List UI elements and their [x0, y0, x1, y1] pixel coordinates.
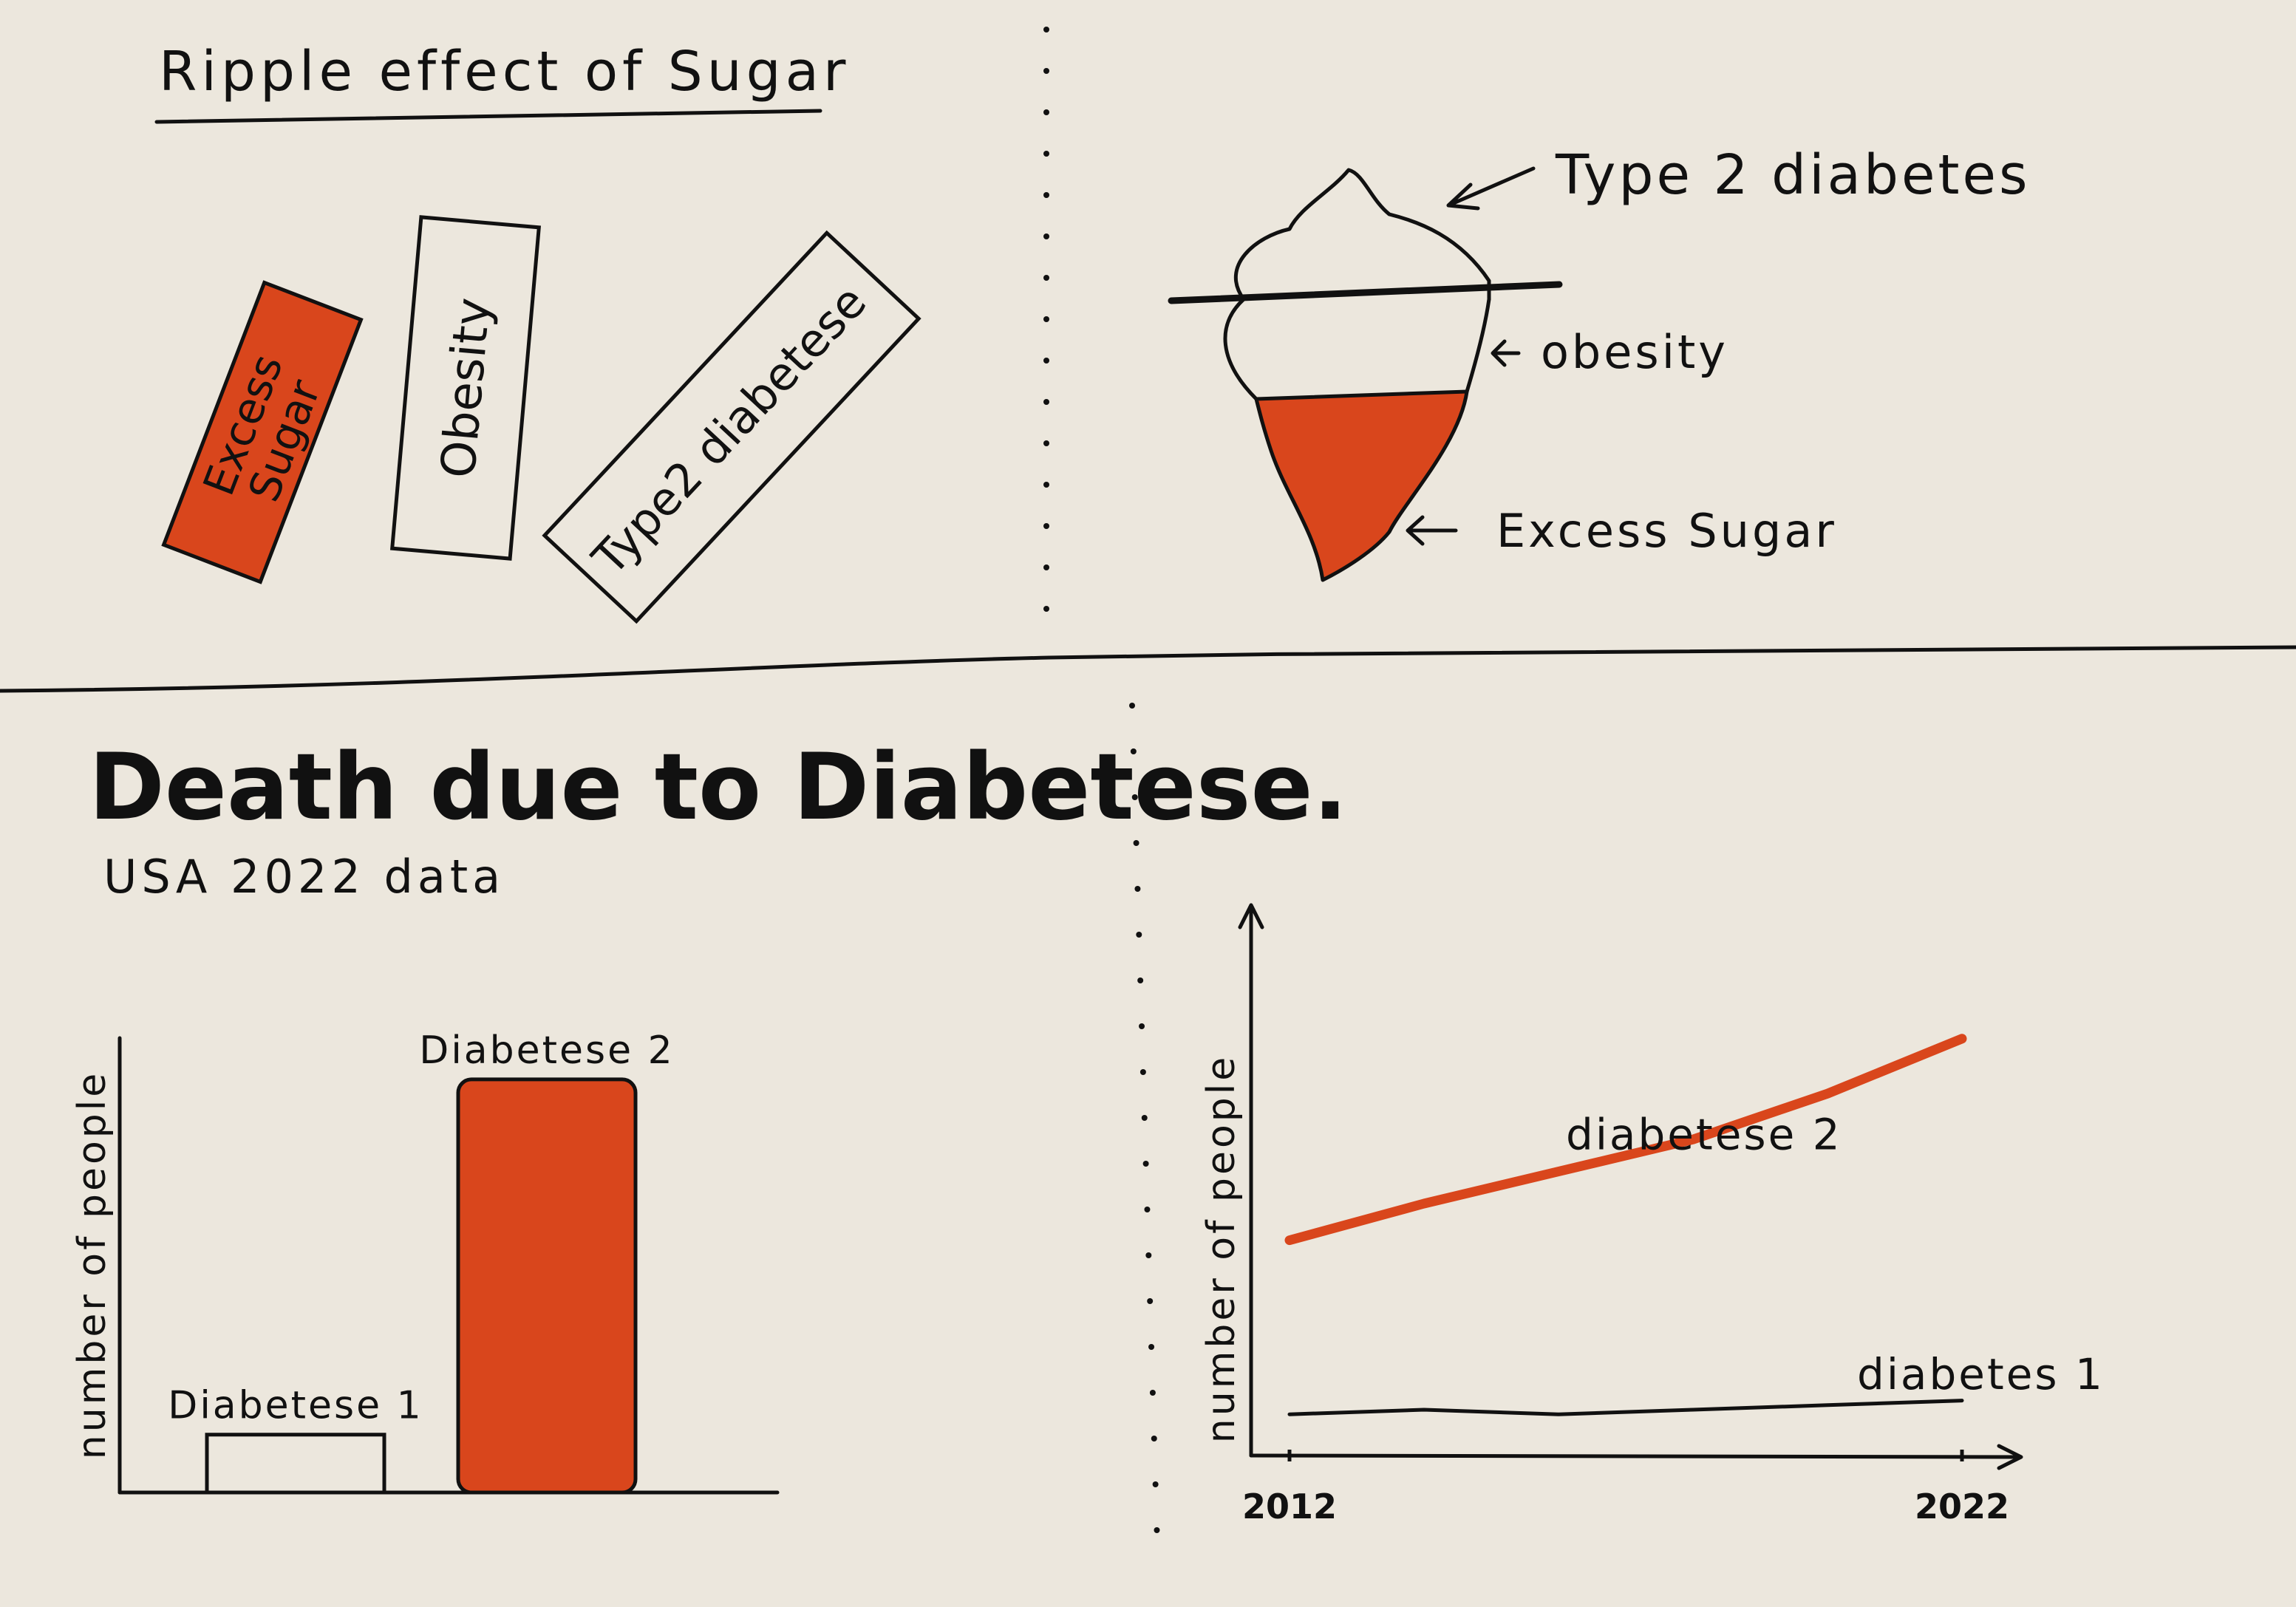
- divider-dot: [1136, 932, 1142, 938]
- divider-dot: [1043, 233, 1049, 239]
- bar-label: Diabetese 2: [419, 1028, 674, 1073]
- divider-dot: [1043, 109, 1049, 115]
- line-diabetes-1: [1287, 1399, 1964, 1416]
- divider-dot: [1154, 1527, 1160, 1533]
- type2-diabetese-label: Type2 diabetese: [582, 275, 877, 586]
- dotted-divider-bottom: [1129, 703, 1160, 1533]
- divider-dot: [1139, 1023, 1145, 1029]
- bar-diabetese-1: [205, 1433, 386, 1495]
- divider-dot: [1148, 1344, 1155, 1350]
- divider-dot: [1043, 192, 1049, 198]
- divider-dot: [1043, 440, 1049, 446]
- divider-dot: [1137, 977, 1144, 983]
- divider-dot: [1043, 151, 1049, 157]
- ripple-title-underline: [154, 109, 822, 124]
- divider-dot: [1151, 1436, 1157, 1441]
- arrow-to-obesity: [1491, 339, 1521, 367]
- ripple-title: Ripple effect of Sugar: [159, 40, 850, 103]
- obesity-label: Obesity: [431, 296, 501, 480]
- divider-dot: [1149, 1390, 1156, 1396]
- divider-dot: [1043, 606, 1049, 612]
- divider-dot: [1130, 748, 1137, 754]
- line-series-label: diabetese 2: [1566, 1110, 1842, 1160]
- water-line: [1168, 281, 1563, 304]
- divider-dot: [1043, 523, 1049, 529]
- divider-dot: [1141, 1115, 1148, 1121]
- divider-dot: [1043, 482, 1049, 488]
- line-chart-x-axis: [1249, 1444, 2023, 1470]
- divider-dot: [1043, 564, 1049, 570]
- divider-dot: [1043, 27, 1049, 33]
- excess-sugar-box: Excess Sugar: [161, 280, 364, 584]
- divider-dot: [1133, 840, 1140, 846]
- divider-dot: [1145, 1252, 1152, 1258]
- divider-dot: [1043, 316, 1049, 322]
- section-subtitle: USA 2022 data: [103, 850, 505, 904]
- line-chart: number of people diabetese 2 diabetes 1 20…: [1199, 903, 2105, 1526]
- divider-dot: [1129, 703, 1135, 709]
- line-chart-y-axis: [1238, 903, 1264, 1458]
- x-tick-label: 2022: [1915, 1487, 2009, 1526]
- bar-diabetese-2: [456, 1077, 638, 1495]
- type2-diabetese-box: Type2 diabetese: [542, 230, 922, 624]
- divider-dot: [1043, 68, 1049, 74]
- iceberg-label-type2: Type 2 diabetes: [1555, 143, 2031, 207]
- line-diabetese-2: [1284, 1034, 1967, 1246]
- x-tick-label: 2012: [1242, 1487, 1337, 1526]
- arrow-to-type2: [1446, 166, 1536, 211]
- divider-dot: [1147, 1298, 1154, 1304]
- divider-dot: [1152, 1481, 1159, 1487]
- divider-dot: [1142, 1161, 1149, 1167]
- section-title: Death due to Diabetese.: [89, 734, 1348, 841]
- bar-chart: number of people Diabetese 1 Diabetese 2: [70, 1028, 780, 1495]
- divider-dot: [1043, 358, 1049, 364]
- bar-chart-y-label: number of people: [70, 1071, 115, 1459]
- line-chart-y-label: number of people: [1199, 1054, 1244, 1443]
- iceberg-body: [1223, 297, 1491, 401]
- arrow-to-excess-sugar: [1406, 515, 1458, 546]
- divider-dot: [1131, 794, 1138, 800]
- divider-dot: [1043, 275, 1049, 281]
- iceberg-label-sugar: Excess Sugar: [1496, 504, 1837, 558]
- bar-label: Diabetese 1: [168, 1384, 423, 1428]
- divider-dot: [1144, 1207, 1151, 1212]
- iceberg-label-obesity: obesity: [1541, 325, 1728, 379]
- line-series-label: diabetes 1: [1857, 1349, 2105, 1399]
- obesity-box: Obesity: [389, 215, 542, 561]
- divider-dot: [1140, 1069, 1146, 1075]
- horizontal-divider: [0, 645, 2296, 693]
- divider-dot: [1043, 399, 1049, 405]
- iceberg-sugar-fill: [1254, 389, 1469, 582]
- divider-dot: [1134, 886, 1141, 892]
- dotted-divider-top: [1043, 27, 1049, 612]
- iceberg-tip: [1233, 168, 1491, 301]
